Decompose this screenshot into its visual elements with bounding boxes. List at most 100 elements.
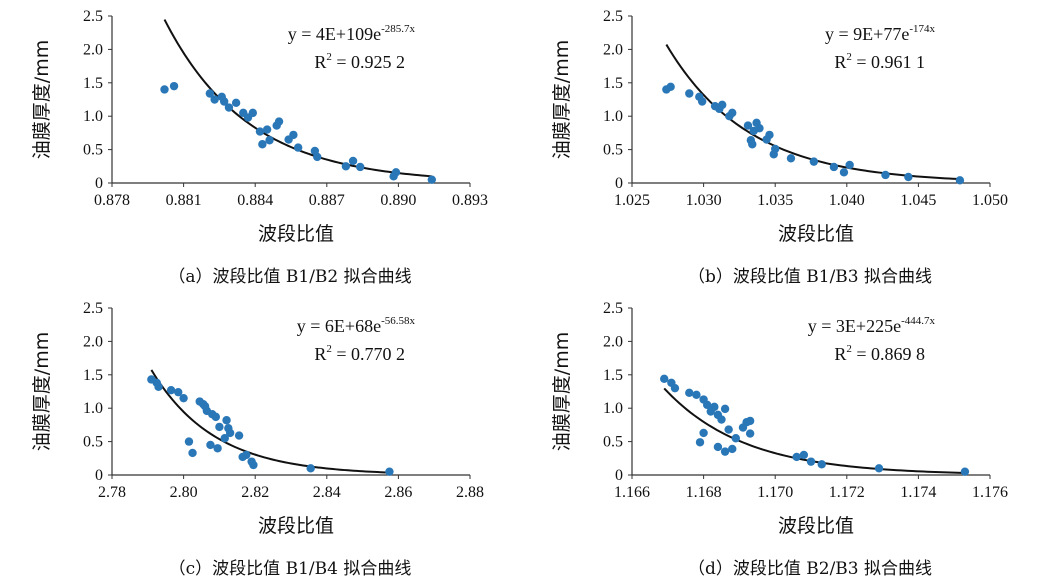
data-point	[427, 175, 437, 184]
data-point	[755, 124, 764, 133]
y-tick-label: 0	[95, 467, 103, 484]
data-point	[224, 103, 234, 112]
fit-equation-base: y = 3E+225e	[808, 316, 901, 336]
data-point	[391, 168, 401, 177]
r-squared-power: 2	[846, 51, 852, 63]
data-point	[188, 448, 197, 458]
y-tick-label: 2.0	[83, 333, 103, 350]
x-ticks: 2.78 2.80 2.82 2.84 2.86 2.88	[98, 475, 484, 501]
fit-equation-exponent: -174x	[909, 23, 935, 35]
y-ticks: 0 0.5 1.0 1.5 2.0 2.5	[83, 8, 112, 192]
data-point	[222, 416, 231, 425]
data-point	[745, 429, 755, 438]
y-tick-label: 0.5	[603, 434, 623, 451]
x-tick-label: 0.893	[452, 192, 488, 209]
r-squared-value: = 0.770 2	[332, 344, 405, 364]
x-tick-label: 0.890	[380, 192, 416, 209]
data-point	[724, 425, 733, 434]
data-point	[234, 431, 244, 440]
data-point	[166, 385, 176, 395]
data-point	[728, 444, 737, 454]
r-squared-symbol: R	[314, 52, 326, 72]
data-point	[799, 450, 809, 460]
data-point	[666, 82, 675, 92]
data-point	[265, 136, 274, 145]
x-axis-title: 波段比值	[258, 515, 334, 537]
y-tick-label: 1.0	[603, 400, 623, 417]
data-point	[670, 383, 680, 393]
data-point	[231, 98, 241, 108]
r-squared: R2 = 0.869 8	[834, 343, 925, 364]
y-tick-label: 0	[95, 175, 103, 192]
data-point	[845, 160, 854, 170]
data-point	[306, 464, 315, 473]
data-point	[717, 415, 726, 424]
x-tick-label: 2.84	[313, 484, 341, 501]
r-squared-power: 2	[326, 343, 332, 355]
data-point	[955, 176, 965, 185]
data-point	[817, 460, 826, 469]
y-tick-label: 0	[615, 175, 623, 192]
x-tick-label: 1.035	[757, 192, 793, 209]
data-point	[771, 144, 780, 154]
y-tick-label: 0.5	[83, 142, 103, 159]
data-point	[904, 172, 913, 182]
y-tick-label: 1.5	[603, 367, 623, 384]
scatter-chart: 0 0.5 1.0 1.5 2.0 2.5 0.878 0.881 0.884 0.887 0.89…	[31, 8, 488, 287]
data-point	[341, 162, 351, 171]
data-point	[206, 440, 215, 450]
data-point	[205, 89, 215, 98]
data-point	[215, 422, 224, 432]
x-axis-title: 波段比值	[258, 223, 334, 245]
fit-equation-base: y = 6E+68e	[297, 316, 381, 336]
data-point	[839, 168, 849, 177]
x-tick-label: 0.881	[166, 192, 202, 209]
data-point	[745, 416, 755, 426]
x-tick-label: 1.176	[972, 484, 1008, 501]
scatter-chart: 0 0.5 1.0 1.5 2.0 2.5 2.78 2.80 2.82 2.84 2.86 2.88…	[31, 300, 484, 579]
data-point	[960, 467, 970, 476]
r-squared-power: 2	[846, 343, 852, 355]
data-point	[731, 434, 741, 443]
data-point	[765, 130, 774, 140]
data-point	[874, 464, 884, 473]
data-point	[255, 127, 265, 136]
y-tick-label: 2.5	[603, 8, 623, 25]
y-tick-label: 1.0	[83, 400, 103, 417]
data-point	[743, 121, 753, 130]
y-tick-label: 1.0	[603, 108, 623, 125]
x-tick-label: 1.168	[686, 484, 722, 501]
data-point	[385, 467, 394, 476]
panel-d: 0 0.5 1.0 1.5 2.0 2.5 1.166 1.168 1.170 1.172 1.17…	[520, 292, 1040, 584]
y-tick-label: 0	[615, 467, 623, 484]
data-point	[720, 404, 730, 414]
x-tick-label: 0.884	[237, 192, 273, 209]
y-axis-title: 油膜厚度/mm	[31, 332, 53, 451]
data-point	[211, 412, 221, 422]
data-point	[702, 400, 712, 410]
y-ticks: 0 0.5 1.0 1.5 2.0 2.5	[603, 8, 632, 192]
x-tick-label: 0.878	[94, 192, 130, 209]
data-point	[692, 390, 701, 400]
data-point	[213, 444, 222, 453]
y-tick-label: 1.5	[83, 75, 103, 92]
x-tick-label: 1.174	[900, 484, 936, 501]
r-squared-symbol: R	[834, 52, 846, 72]
fit-curve	[150, 369, 390, 474]
data-point	[806, 457, 816, 466]
x-tick-label: 1.050	[972, 192, 1008, 209]
r-squared: R2 = 0.770 2	[314, 343, 405, 364]
fit-equation-exponent: -444.7x	[901, 315, 935, 327]
data-point	[356, 162, 365, 172]
data-points	[147, 375, 394, 476]
x-tick-label: 2.88	[456, 484, 484, 501]
data-point	[786, 154, 796, 163]
panel-caption: （d）波段比值 B2/B3 拟合曲线	[688, 559, 932, 579]
x-tick-label: 1.172	[829, 484, 865, 501]
y-tick-label: 2.0	[83, 41, 103, 58]
y-tick-label: 2.5	[83, 300, 103, 317]
r-squared: R2 = 0.925 2	[314, 51, 405, 72]
fit-equation-base: y = 4E+109e	[288, 24, 381, 44]
x-tick-label: 1.045	[900, 192, 936, 209]
panel-caption: （c）波段比值 B1/B4 拟合曲线	[169, 559, 412, 579]
